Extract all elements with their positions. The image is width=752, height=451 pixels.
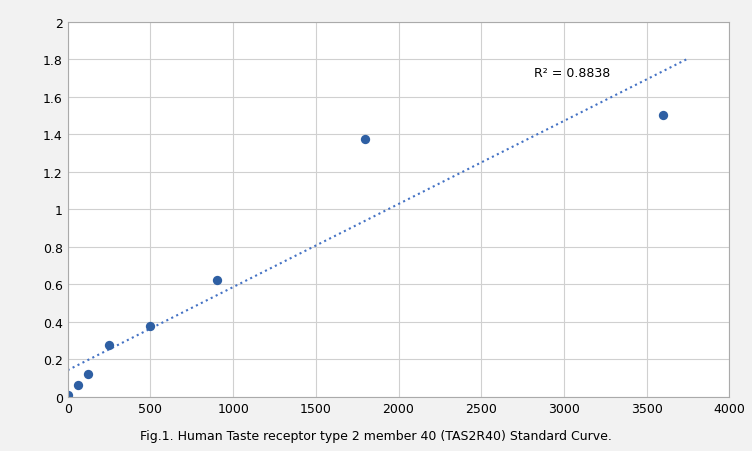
Point bbox=[657, 112, 669, 120]
Point bbox=[359, 136, 371, 143]
Point bbox=[82, 371, 94, 378]
Point bbox=[144, 323, 156, 330]
Text: R² = 0.8838: R² = 0.8838 bbox=[534, 67, 611, 79]
Point bbox=[72, 381, 84, 388]
Text: Fig.1. Human Taste receptor type 2 member 40 (TAS2R40) Standard Curve.: Fig.1. Human Taste receptor type 2 membe… bbox=[140, 429, 612, 442]
Point bbox=[211, 277, 223, 285]
Point bbox=[62, 391, 74, 399]
Point bbox=[103, 342, 115, 349]
